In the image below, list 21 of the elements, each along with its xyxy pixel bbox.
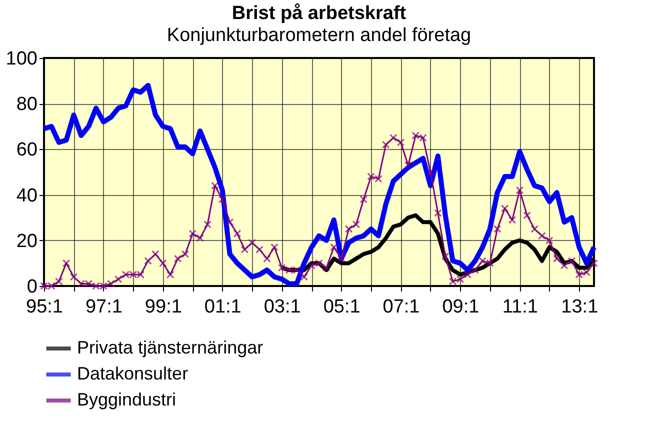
x-tick-label: 13:1 — [561, 296, 598, 318]
y-tick-label: 0 — [26, 276, 38, 298]
legend-label: Datakonsulter — [77, 364, 188, 384]
x-tick-label: 95:1 — [26, 296, 63, 318]
y-tick-label: 40 — [16, 185, 38, 206]
x-tick-label: 99:1 — [144, 296, 182, 318]
y-tick-label: 100 — [6, 48, 38, 70]
y-tick-label: 20 — [16, 230, 38, 252]
y-tick-label: 60 — [16, 140, 38, 161]
x-tick-label: 01:1 — [204, 296, 242, 318]
x-tick-label: 97:1 — [85, 296, 122, 318]
y-tick-label: 80 — [16, 94, 38, 116]
legend-label: Privata tjänsternäringar — [77, 338, 264, 358]
x-tick-label: 09:1 — [442, 296, 480, 318]
chart-subtitle: Konjunkturbarometern andel företag — [166, 25, 472, 46]
legend-label: Byggindustri — [77, 390, 176, 410]
chart-title: Brist på arbetskraft — [232, 3, 407, 24]
x-tick-label: 05:1 — [323, 296, 360, 318]
x-tick-label: 03:1 — [264, 296, 301, 318]
x-tick-label: 07:1 — [382, 296, 420, 318]
x-tick-label: 11:1 — [502, 296, 538, 318]
